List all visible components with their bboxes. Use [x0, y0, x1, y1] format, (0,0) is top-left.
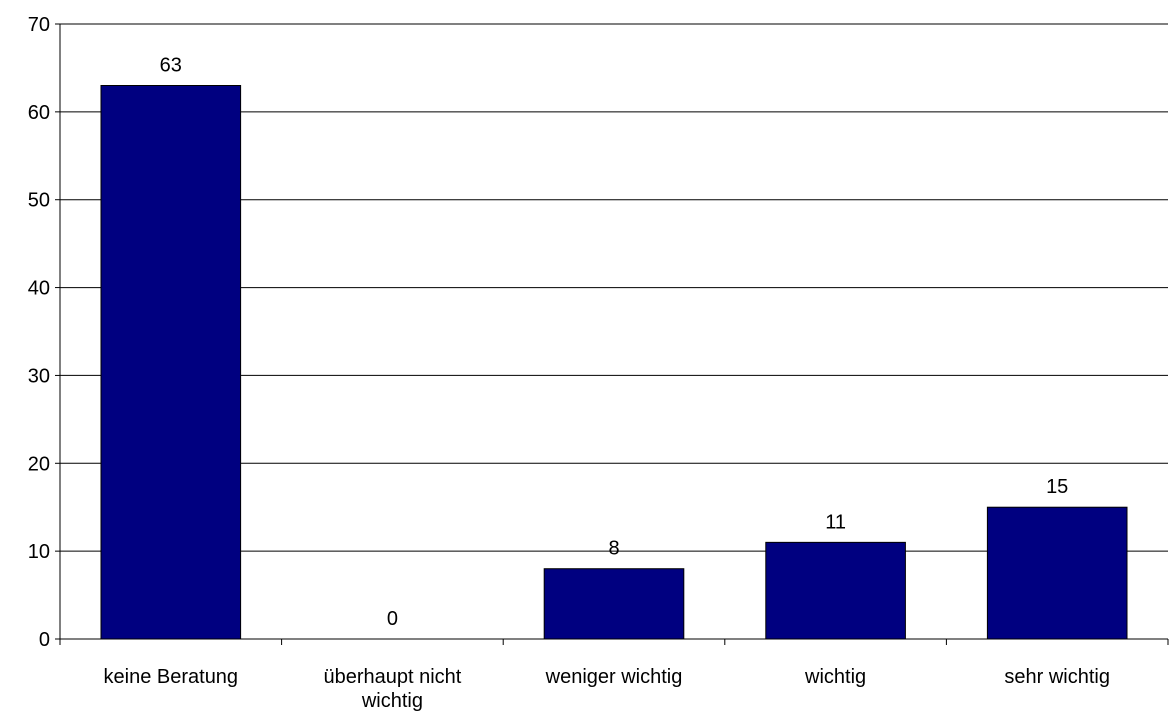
bar: [986, 506, 1128, 640]
bar: [765, 541, 906, 640]
category-label: keine Beratung: [104, 666, 239, 688]
y-tick-label: 0: [39, 629, 50, 651]
data-label: 15: [1046, 476, 1068, 498]
data-label: 63: [160, 55, 182, 77]
bar: [100, 85, 242, 640]
data-label: 8: [608, 538, 619, 560]
category-label: weniger wichtig: [545, 666, 683, 688]
y-tick-label: 60: [28, 102, 50, 124]
category-label: sehr wichtig: [1004, 666, 1110, 688]
category-label-line: weniger wichtig: [545, 666, 683, 688]
category-label: überhaupt nicht wichtig: [323, 666, 461, 712]
bar: [543, 568, 685, 640]
y-tick-label: 50: [28, 190, 50, 212]
category-label-line: sehr wichtig: [1004, 666, 1110, 688]
y-tick-label: 40: [28, 278, 50, 300]
gridlines: [60, 23, 1168, 552]
y-tick-label: 10: [28, 541, 50, 563]
data-labels: 63 0 8 11 15: [160, 55, 1069, 631]
category-label-line: wichtig: [804, 666, 866, 688]
y-tick-label: 30: [28, 365, 50, 387]
category-label-line: überhaupt nicht: [323, 666, 461, 688]
category-label: wichtig: [804, 666, 866, 688]
category-labels: keine Beratung überhaupt nicht wichtigweni…: [104, 666, 1110, 712]
y-tick-label: 70: [28, 14, 50, 36]
y-tick-labels: 0 10 20 30 40 50 60 70: [28, 14, 50, 651]
category-label-line: wichtig: [361, 690, 423, 712]
bars: [100, 85, 1128, 640]
data-label: 0: [387, 608, 398, 630]
data-label: 11: [825, 511, 846, 533]
category-label-line: keine Beratung: [104, 666, 239, 688]
y-tick-label: 20: [28, 453, 50, 475]
